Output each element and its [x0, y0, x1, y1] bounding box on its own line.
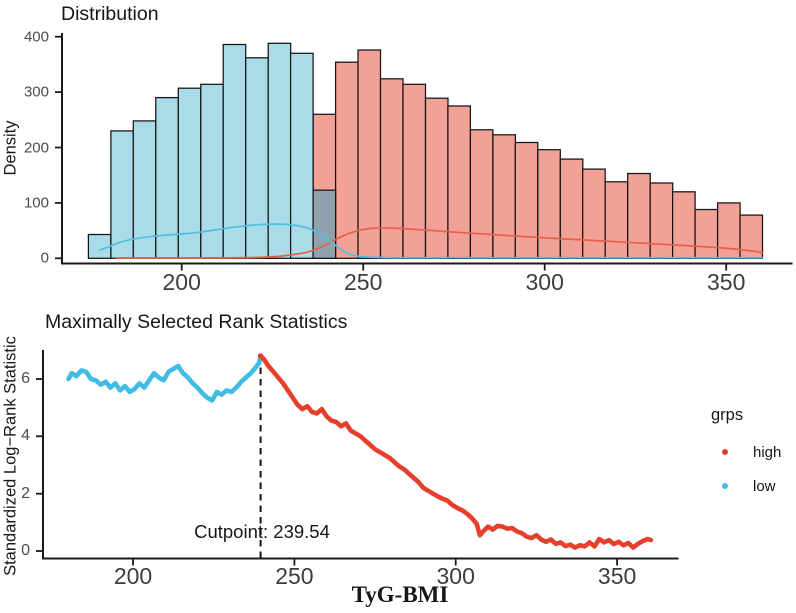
bottom-y-tick-label: 2 — [21, 484, 30, 502]
bottom-plot-title: Maximally Selected Rank Statistics — [45, 311, 348, 333]
top-x-tick-label: 300 — [525, 269, 564, 295]
top-x-tick-label: 250 — [344, 269, 383, 295]
density-curves — [99, 223, 764, 259]
bottom-y-axis-label: Standardized Log−Rank Statistic — [1, 336, 20, 576]
top-y-tick-label: 200 — [23, 139, 49, 156]
legend-title: grps — [711, 406, 744, 424]
histogram-bars — [87, 42, 764, 260]
histogram-bar — [447, 105, 472, 260]
legend-label-low: low — [753, 477, 776, 495]
histogram-bar — [334, 61, 359, 259]
top-y-tick-label: 300 — [23, 83, 49, 101]
histogram-bar — [289, 52, 314, 259]
histogram-bar — [379, 78, 404, 259]
histogram-bar — [245, 57, 269, 259]
top-y-tick-label: 400 — [23, 28, 49, 46]
bottom-x-tick-label: 350 — [597, 563, 637, 589]
bottom-x-tick-label: 250 — [275, 563, 314, 589]
high-statistic-curve — [258, 353, 654, 550]
histogram-bar — [357, 49, 382, 259]
histogram-bar — [402, 83, 427, 259]
histogram-bar — [694, 208, 719, 259]
top-plot-title: Distribution — [61, 3, 159, 25]
density-curve — [115, 226, 764, 259]
top-x-tick-label: 200 — [162, 269, 201, 295]
histogram-bar — [582, 168, 606, 259]
top-y-tick-label: 0 — [40, 249, 49, 267]
bottom-x-tick-label: 200 — [113, 563, 153, 589]
top-y-tick-label: 100 — [23, 194, 49, 212]
bottom-y-tick-label: 6 — [21, 370, 30, 387]
rank-statistic-curves — [66, 353, 654, 550]
legend: grps high low — [698, 402, 796, 502]
histogram-bar — [671, 191, 696, 259]
histogram-bar — [559, 158, 584, 259]
histogram-bar — [267, 42, 292, 259]
legend-dot-low-icon — [722, 483, 728, 489]
histogram-bar — [514, 141, 539, 259]
top-y-axis-label: Density — [1, 120, 20, 176]
top-x-tick-label: 350 — [707, 269, 746, 295]
low-statistic-curve — [66, 353, 263, 403]
legend-item-high: high — [698, 444, 781, 460]
histogram-bar — [424, 97, 449, 259]
legend-item-low: low — [698, 478, 776, 494]
histogram-bar — [537, 149, 561, 259]
top-plot-axes — [55, 33, 793, 271]
bottom-y-tick-label: 0 — [21, 542, 30, 559]
legend-label-high: high — [753, 443, 782, 461]
bottom-x-axis-label: TyG-BMI — [351, 582, 449, 607]
bottom-plot-axes — [36, 350, 679, 566]
cutpoint-peak-point — [257, 353, 264, 359]
density-curve — [99, 223, 764, 259]
bottom-y-tick-label: 4 — [21, 427, 30, 445]
histogram-bar — [649, 182, 674, 259]
histogram-bar — [492, 134, 517, 259]
histogram-bar — [627, 172, 651, 259]
histogram-bar — [469, 129, 494, 259]
histogram-bar — [312, 189, 337, 259]
legend-dot-high-icon — [722, 449, 728, 455]
bottom-x-tick-label: 300 — [436, 563, 475, 589]
cutpoint-annotation: Cutpoint: 239.54 — [194, 521, 330, 542]
histogram-bar — [604, 181, 629, 259]
